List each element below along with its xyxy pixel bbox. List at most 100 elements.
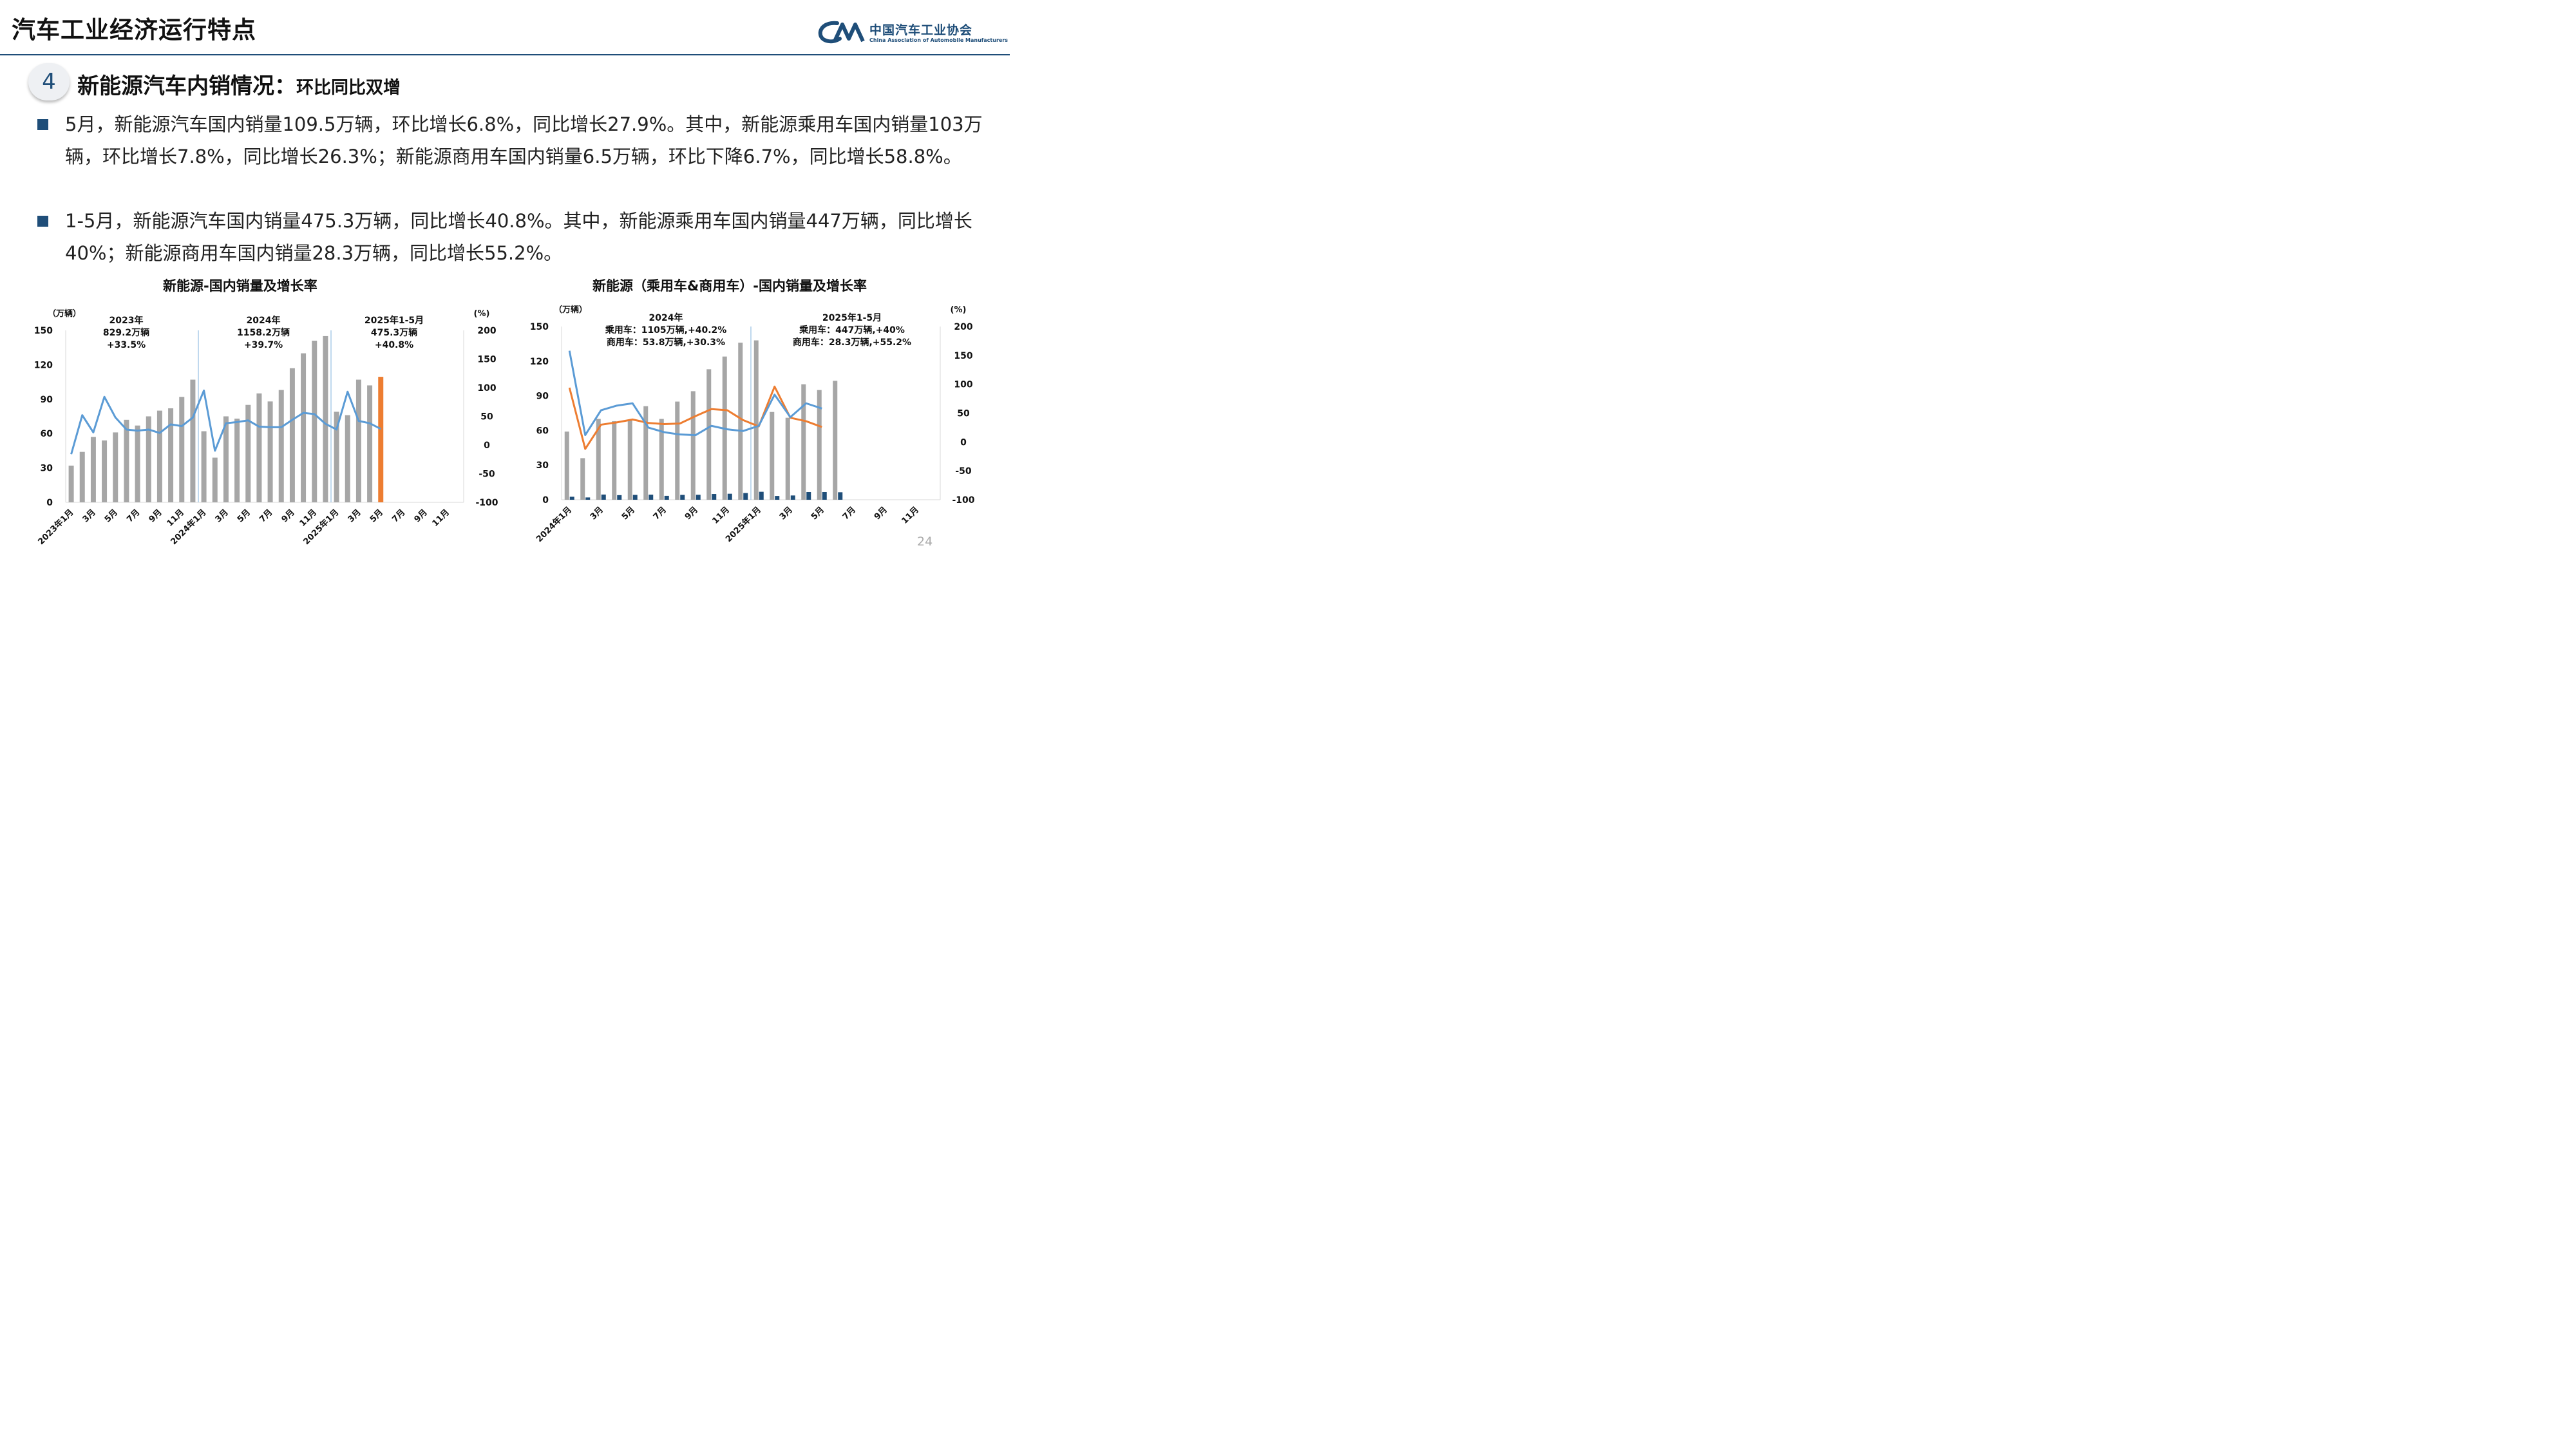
y2-axis-unit: (%) xyxy=(951,305,967,315)
period-annotation: 2023年 xyxy=(109,315,144,326)
bar xyxy=(135,425,140,502)
bar xyxy=(833,381,838,500)
bar xyxy=(659,419,664,500)
bullet-square-icon xyxy=(37,216,48,227)
y-tick-label: 120 xyxy=(530,357,549,367)
bar xyxy=(801,384,806,500)
bar xyxy=(267,401,273,502)
bar xyxy=(822,491,827,500)
bar xyxy=(743,493,748,500)
section-number-badge: 4 xyxy=(28,63,70,100)
x-tick-label: 9月 xyxy=(873,505,889,522)
y-tick-label: 30 xyxy=(536,460,549,471)
x-tick-label: 11月 xyxy=(710,505,732,526)
period-annotation: 乘用车：1105万辆,+40.2% xyxy=(605,325,727,336)
bar xyxy=(90,437,96,502)
bar xyxy=(124,419,129,502)
bar xyxy=(345,415,350,502)
page-title: 汽车工业经济运行特点 xyxy=(12,16,256,44)
x-tick-label: 7月 xyxy=(841,505,858,522)
y2-tick-label: -100 xyxy=(952,495,974,506)
chart-2: （万辆） (%) 150 120 90 60 30 0 200 150 100 50 0 -50 -100 2… xyxy=(530,305,975,544)
bar xyxy=(102,440,108,502)
bar xyxy=(785,417,790,500)
x-tick-label: 9月 xyxy=(280,507,297,524)
bar xyxy=(223,416,229,502)
bar xyxy=(323,336,328,502)
bar xyxy=(569,497,574,500)
bar xyxy=(79,451,85,502)
y2-tick-label: 200 xyxy=(954,322,972,332)
y-axis-unit: （万辆） xyxy=(554,305,587,315)
y-tick-label: 150 xyxy=(34,326,53,336)
x-tick-label: 5月 xyxy=(810,505,826,522)
bar xyxy=(675,401,680,500)
bar xyxy=(68,466,74,502)
bar xyxy=(632,495,638,500)
period-annotation: 2025年1-5月 xyxy=(822,312,882,323)
y2-tick-label: 200 xyxy=(477,326,496,336)
x-tick-label: 5月 xyxy=(103,507,120,524)
bar xyxy=(256,393,262,502)
chart-2-title: 新能源（乘用车&商用车）-国内销量及增长率 xyxy=(592,278,867,294)
title-divider xyxy=(0,54,1010,55)
bar xyxy=(355,379,361,502)
y-tick-label: 150 xyxy=(530,322,549,332)
y-tick-label: 0 xyxy=(542,495,549,506)
bar xyxy=(156,410,162,502)
bar xyxy=(712,494,717,500)
y-axis-unit: （万辆） xyxy=(48,308,81,319)
growth-rate-line xyxy=(568,385,822,450)
bar xyxy=(664,495,669,500)
bar xyxy=(817,390,822,500)
bar xyxy=(585,497,591,500)
growth-rate-line xyxy=(568,350,822,437)
page-number: 24 xyxy=(917,535,933,549)
x-tick-label: 11月 xyxy=(430,507,451,529)
bar xyxy=(643,406,649,500)
y-tick-label: 60 xyxy=(41,429,53,439)
section-title-sub: 环比同比双增 xyxy=(296,78,401,98)
y-tick-label: 90 xyxy=(536,392,549,402)
bar xyxy=(278,390,284,502)
bar xyxy=(596,419,601,500)
bullet-text: 1-5月，新能源汽车国内销量475.3万辆，同比增长40.8%。其中，新能源乘用… xyxy=(65,210,972,264)
bar xyxy=(245,404,251,502)
x-tick-label: 3月 xyxy=(589,505,605,522)
bar xyxy=(727,493,732,500)
y-tick-label: 60 xyxy=(536,426,549,436)
y2-tick-label: 0 xyxy=(484,440,490,451)
bar xyxy=(838,492,843,500)
y2-tick-label: -50 xyxy=(955,466,972,477)
bar xyxy=(680,495,685,500)
y2-tick-label: 100 xyxy=(954,380,972,390)
x-tick-label: 3月 xyxy=(214,507,231,524)
bar xyxy=(775,496,780,500)
y2-tick-label: 50 xyxy=(480,412,493,422)
bar xyxy=(738,343,743,500)
bar xyxy=(706,369,712,500)
period-annotation: +33.5% xyxy=(107,340,146,350)
period-annotation: 2024年 xyxy=(649,312,683,323)
y-tick-label: 0 xyxy=(46,498,53,508)
bar xyxy=(201,431,207,502)
x-tick-label: 7月 xyxy=(125,507,142,524)
period-annotation: +40.8% xyxy=(375,340,413,350)
period-annotation: 2025年1-5月 xyxy=(365,315,424,326)
period-annotation: 乘用车：447万辆,+40% xyxy=(799,325,905,336)
x-tick-label: 9月 xyxy=(413,507,430,524)
x-tick-label: 3月 xyxy=(81,507,98,524)
period-annotation: 829.2万辆 xyxy=(103,327,149,338)
bullet-text: 5月，新能源汽车国内销量109.5万辆，环比增长6.8%，同比增长27.9%。其… xyxy=(65,113,983,167)
x-tick-label: 5月 xyxy=(368,507,385,524)
x-tick-label: 5月 xyxy=(620,505,637,522)
x-tick-label: 2023年1月 xyxy=(36,507,76,547)
bar xyxy=(601,494,606,500)
y2-tick-label: 50 xyxy=(957,409,970,419)
bar xyxy=(179,397,185,502)
bar xyxy=(759,491,764,500)
bar xyxy=(790,495,795,500)
logo-english-name: China Association of Automobile Manufact… xyxy=(869,37,1009,43)
bar xyxy=(334,412,339,502)
section-title: 新能源汽车内销情况：环比同比双增 xyxy=(77,68,401,100)
